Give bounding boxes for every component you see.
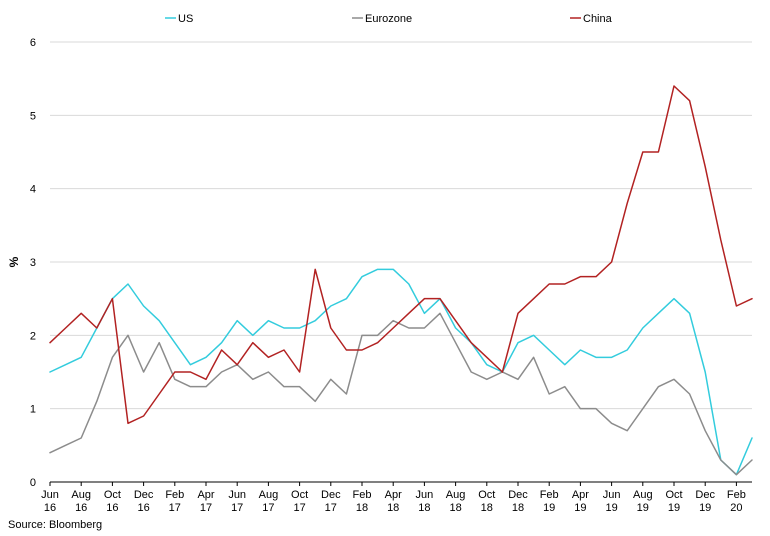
x-tick-label-year: 20 — [730, 502, 742, 514]
x-tick-label-year: 16 — [75, 502, 87, 514]
x-tick-label-month: Dec — [321, 489, 341, 501]
x-tick-label-year: 19 — [699, 502, 711, 514]
x-tick-label-month: Dec — [695, 489, 715, 501]
legend-label-china: China — [583, 13, 613, 25]
y-tick-label: 3 — [30, 257, 36, 269]
x-tick-label-month: Oct — [104, 489, 121, 501]
x-tick-label-month: Aug — [633, 489, 653, 501]
series-line-us — [49, 268, 753, 476]
gridlines — [50, 41, 752, 410]
x-tick-label-year: 19 — [574, 502, 586, 514]
y-tick-label: 5 — [30, 110, 36, 122]
axes: 0123456Jun16Aug16Oct16Dec16Feb17Apr17Jun… — [30, 37, 752, 514]
series-line-china — [49, 85, 753, 425]
x-tick-label-year: 18 — [449, 502, 461, 514]
x-tick-label-month: Apr — [385, 489, 402, 501]
x-tick-label-year: 18 — [481, 502, 493, 514]
y-tick-label: 6 — [30, 37, 36, 49]
y-tick-label: 2 — [30, 330, 36, 342]
x-tick-label-month: Feb — [540, 489, 559, 501]
x-tick-label-month: Dec — [134, 489, 154, 501]
x-tick-label-year: 17 — [262, 502, 274, 514]
x-tick-label-year: 17 — [169, 502, 181, 514]
x-tick-label-year: 19 — [605, 502, 617, 514]
x-tick-label-year: 16 — [137, 502, 149, 514]
x-tick-label-year: 18 — [356, 502, 368, 514]
series-lines — [49, 85, 753, 476]
x-tick-label-year: 19 — [637, 502, 649, 514]
x-tick-label-month: Aug — [259, 489, 279, 501]
x-tick-label-year: 16 — [106, 502, 118, 514]
x-tick-label-year: 19 — [668, 502, 680, 514]
x-tick-label-month: Apr — [197, 489, 214, 501]
series-line-eurozone — [49, 312, 753, 476]
x-tick-label-month: Oct — [291, 489, 308, 501]
x-tick-label-month: Feb — [165, 489, 184, 501]
y-axis-label: % — [7, 256, 21, 267]
x-tick-label-month: Jun — [416, 489, 434, 501]
x-tick-label-month: Feb — [353, 489, 372, 501]
x-tick-label-month: Jun — [603, 489, 621, 501]
x-tick-label-year: 17 — [293, 502, 305, 514]
x-tick-label-year: 17 — [231, 502, 243, 514]
y-tick-label: 4 — [30, 184, 36, 196]
x-tick-label-month: Dec — [508, 489, 528, 501]
x-tick-label-year: 17 — [325, 502, 337, 514]
x-tick-label-month: Feb — [727, 489, 746, 501]
x-tick-label-year: 17 — [200, 502, 212, 514]
x-tick-label-month: Jun — [41, 489, 59, 501]
x-tick-label-year: 18 — [418, 502, 430, 514]
x-tick-label-month: Apr — [572, 489, 589, 501]
x-tick-label-month: Oct — [478, 489, 495, 501]
x-tick-label-month: Aug — [71, 489, 91, 501]
source-note: Source: Bloomberg — [8, 519, 102, 531]
x-tick-label-month: Oct — [665, 489, 682, 501]
y-tick-label: 0 — [30, 477, 36, 489]
x-tick-label-year: 18 — [387, 502, 399, 514]
legend: US Eurozone China — [165, 13, 613, 25]
legend-label-us: US — [178, 13, 193, 25]
legend-label-eurozone: Eurozone — [365, 13, 412, 25]
y-tick-label: 1 — [30, 404, 36, 416]
x-tick-label-month: Aug — [446, 489, 466, 501]
x-tick-label-year: 18 — [512, 502, 524, 514]
x-tick-label-year: 16 — [44, 502, 56, 514]
x-tick-label-month: Jun — [228, 489, 246, 501]
x-tick-label-year: 19 — [543, 502, 555, 514]
